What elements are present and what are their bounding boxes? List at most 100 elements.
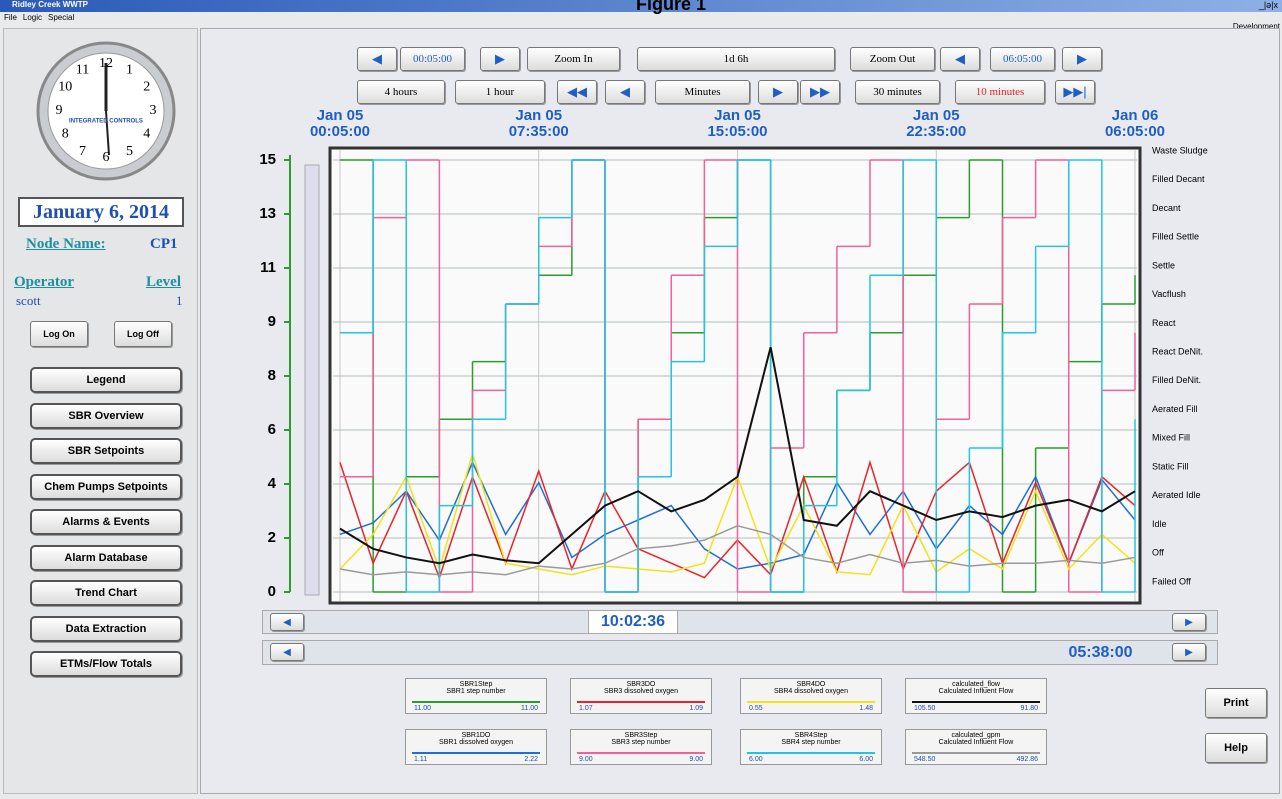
legend-description: SBR4 dissolved oxygen	[774, 688, 848, 695]
nav-button[interactable]: Alarm Database	[30, 544, 182, 571]
nav-button[interactable]: SBR Setpoints	[30, 438, 182, 464]
toolbar-button[interactable]: Zoom Out	[850, 47, 935, 71]
nav-button[interactable]: SBR Overview	[30, 402, 182, 429]
legend-range: 2.22	[524, 756, 538, 763]
arrow-button[interactable]: ▶	[1062, 47, 1102, 71]
clock-numeral: 11	[76, 63, 89, 78]
nav-button[interactable]: Trend Chart	[30, 580, 182, 606]
menu-item[interactable]: File	[4, 13, 17, 22]
offset-scrollbar[interactable]: 05:38:00	[262, 640, 1218, 665]
legend-name: SBR1DO	[461, 732, 491, 739]
arrow-button[interactable]: ◀	[357, 47, 397, 71]
legend-swatch	[577, 701, 705, 703]
scroll-arrow[interactable]: ◀	[270, 613, 304, 631]
nav-button[interactable]: Data Extraction	[30, 615, 182, 642]
scroll-arrow[interactable]: ▶	[1172, 643, 1206, 661]
level: 1	[176, 293, 183, 308]
y2-tick-label: Vacflush	[1152, 289, 1186, 299]
toolbar-button[interactable]: 1d 6h	[637, 47, 835, 71]
legend-swatch	[577, 752, 705, 754]
legend-entry[interactable]: SBR3DO SBR3 dissolved oxygen 1.07 1.09	[570, 678, 712, 714]
arrow-button[interactable]: ◀◀	[557, 80, 597, 104]
legend-range: 548.50	[914, 756, 936, 763]
offset-time: 05:38:00	[1068, 644, 1133, 661]
scroll-arrow[interactable]: ◀	[270, 643, 304, 661]
series-line	[339, 524, 1136, 576]
print-button[interactable]: Print	[1205, 688, 1267, 718]
arrow-button[interactable]: ▶▶|	[1055, 80, 1095, 104]
y2-tick-label: Decant	[1152, 203, 1181, 213]
toolbar-button[interactable]: 4 hours	[357, 80, 445, 104]
clock-numeral: 5	[126, 144, 133, 159]
x-tick-label: Jan 05 15:05:00	[707, 107, 768, 140]
arrow-button[interactable]: ◀	[940, 47, 980, 71]
nav-button[interactable]: Legend	[30, 367, 182, 393]
y2-tick-label: Filled Decant	[1152, 174, 1205, 184]
cursor-scrollbar[interactable]: 10:02:36	[262, 610, 1218, 634]
legend-swatch	[912, 752, 1040, 754]
log-off-button[interactable]: Log Off	[114, 321, 172, 347]
toolbar-button[interactable]: Minutes	[655, 80, 750, 104]
legend-entry[interactable]: SBR1Step SBR1 step number 11.00 11.00	[405, 678, 547, 714]
menu-item[interactable]: Special	[48, 13, 75, 22]
nav-button[interactable]: ETMs/Flow Totals	[30, 651, 182, 677]
clock-numeral: 6	[103, 150, 110, 165]
legend-swatch	[912, 701, 1040, 703]
date: January 6, 2014	[18, 197, 184, 227]
x-tick-label: Jan 05 22:35:00	[906, 107, 967, 140]
window-controls[interactable]: _|ə|x	[1258, 0, 1278, 10]
arrow-button[interactable]: ▶	[480, 47, 520, 71]
y2-tick-label: Off	[1152, 548, 1164, 558]
toolbar-button[interactable]: 06:05:00	[990, 47, 1055, 71]
clock-numeral: 4	[143, 127, 150, 142]
clock-numeral: 8	[62, 127, 69, 142]
legend-range: 91.80	[1020, 705, 1038, 712]
y-tick-label: 13	[259, 205, 276, 222]
clock-numeral: 1	[126, 63, 133, 78]
menu-item[interactable]: Logic	[22, 13, 43, 22]
toolbar-button[interactable]: 30 minutes	[855, 80, 940, 104]
y-tick-label: 4	[268, 475, 277, 492]
app-title: Ridley Creek WWTP	[12, 0, 89, 9]
nav-button[interactable]: Alarms & Events	[30, 509, 182, 535]
legend-entry[interactable]: SBR1DO SBR1 dissolved oxygen 1.11 2.22	[405, 729, 547, 765]
y2-tick-label: React	[1152, 318, 1176, 328]
legend-description: SBR1 dissolved oxygen	[439, 739, 513, 746]
log-on-button[interactable]: Log On	[30, 321, 88, 347]
legend-entry[interactable]: SBR4Step SBR4 step number 6.00 6.00	[740, 729, 882, 765]
scroll-arrow[interactable]: ▶	[1172, 613, 1206, 631]
y-tick-label: 6	[268, 421, 276, 438]
x-tick-label: Jan 05 07:35:00	[508, 107, 569, 140]
y2-tick-label: Static Fill	[1152, 461, 1189, 471]
legend-entry[interactable]: SBR4DO SBR4 dissolved oxygen 0.55 1.48	[740, 678, 882, 714]
toolbar-button[interactable]: 00:05:00	[400, 47, 465, 71]
v-scroll[interactable]	[304, 164, 320, 596]
arrow-button[interactable]: ◀	[605, 80, 645, 104]
y2-tick-label: Settle	[1152, 260, 1175, 270]
legend-range: 0.55	[749, 705, 763, 712]
toolbar-button[interactable]: 1 hour	[455, 80, 545, 104]
legend-description: SBR1 step number	[446, 688, 506, 695]
menu-bar: File Logic Special	[4, 13, 74, 22]
legend-entry[interactable]: calculated_flow Calculated Influent Flow 1…	[905, 678, 1047, 714]
x-tick-label: Jan 05 00:05:00	[309, 107, 371, 140]
legend-entry[interactable]: calculated_gpm Calculated Influent Flow 54…	[905, 729, 1047, 765]
legend-name: SBR4DO	[796, 681, 826, 688]
legend-range: 1.11	[414, 756, 428, 763]
arrow-button[interactable]: ▶▶	[800, 80, 840, 104]
legend-entry[interactable]: SBR3Step SBR3 step number 9.00 9.00	[570, 729, 712, 765]
nav-button[interactable]: Chem Pumps Setpoints	[30, 473, 182, 500]
node-value: CP1	[150, 236, 178, 252]
toolbar-button[interactable]: Zoom In	[527, 47, 620, 71]
legend-name: calculated_gpm	[951, 732, 1001, 739]
operator: scott	[16, 293, 41, 308]
x-tick-label: Jan 06 06:05:00	[1104, 107, 1166, 140]
y-tick-label: 9	[268, 313, 276, 330]
toolbar-button[interactable]: 10 minutes	[955, 80, 1045, 104]
arrow-button[interactable]: ▶	[758, 80, 798, 104]
y2-tick-label: Filled DeNit.	[1152, 375, 1201, 385]
help-button[interactable]: Help	[1205, 733, 1267, 763]
y2-tick-label: Failed Off	[1152, 576, 1191, 586]
